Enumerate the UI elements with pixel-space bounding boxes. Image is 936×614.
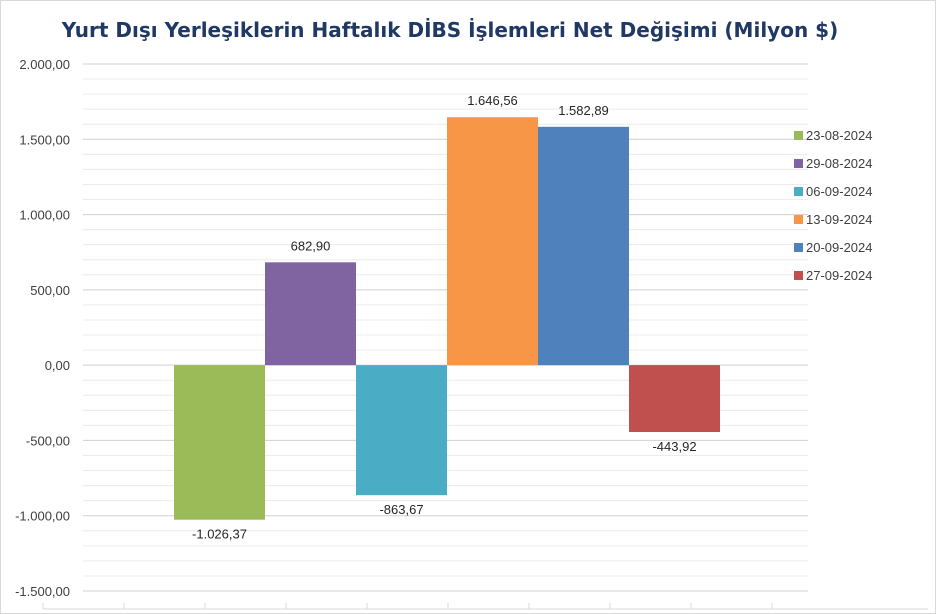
bar-27-09-2024 [629, 365, 720, 432]
y-tick-label: -1.500,00 [15, 584, 70, 599]
bar-23-08-2024 [174, 365, 265, 520]
legend-label: 23-08-2024 [806, 128, 873, 143]
data-label: 1.646,56 [467, 93, 518, 108]
y-tick-label: -500,00 [26, 433, 70, 448]
chart-title: Yurt Dışı Yerleşiklerin Haftalık DİBS İş… [61, 18, 839, 42]
legend-label: 13-09-2024 [806, 212, 873, 227]
y-tick-label: 1.500,00 [19, 132, 70, 147]
bars [174, 117, 720, 520]
legend-swatch [794, 187, 803, 196]
data-label: -863,67 [379, 502, 423, 517]
data-label: -1.026,37 [192, 527, 247, 542]
legend: 23-08-2024 29-08-2024 06-09-2024 13-09-2024… [794, 128, 873, 283]
y-tick-label: 0,00 [45, 358, 70, 373]
data-label: -443,92 [652, 439, 696, 454]
y-axis: 2.000,00 1.500,00 1.000,00 500,00 0,00 -500,0… [15, 57, 928, 610]
bar-06-09-2024 [356, 365, 447, 496]
y-tick-label: 2.000,00 [19, 57, 70, 72]
legend-swatch [794, 271, 803, 280]
legend-swatch [794, 131, 803, 140]
data-label: 682,90 [291, 238, 331, 253]
bar-13-09-2024 [447, 117, 538, 366]
legend-label: 20-09-2024 [806, 240, 873, 255]
legend-swatch [794, 159, 803, 168]
legend-swatch [794, 215, 803, 224]
legend-swatch [794, 243, 803, 252]
legend-label: 06-09-2024 [806, 184, 873, 199]
data-labels: -1.026,37 682,90 -863,67 1.646,56 1.582,89 -4… [192, 93, 697, 541]
y-tick-label: 500,00 [30, 283, 70, 298]
bar-29-08-2024 [265, 262, 356, 366]
y-tick-label: 1.000,00 [19, 208, 70, 223]
legend-label: 29-08-2024 [806, 156, 873, 171]
data-label: 1.582,89 [558, 103, 609, 118]
y-tick-label: -1.000,00 [15, 509, 70, 524]
legend-label: 27-09-2024 [806, 268, 873, 283]
bar-20-09-2024 [538, 126, 629, 366]
